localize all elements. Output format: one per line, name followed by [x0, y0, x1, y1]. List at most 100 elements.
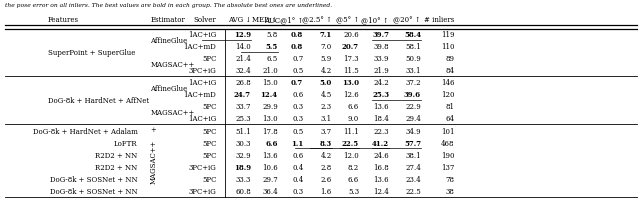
Text: AffineGlue: AffineGlue — [150, 37, 188, 45]
Text: 39.7: 39.7 — [372, 31, 389, 39]
Text: 34.9: 34.9 — [406, 127, 421, 136]
Text: 22.9: 22.9 — [405, 103, 421, 111]
Text: 12.9: 12.9 — [234, 31, 251, 39]
Text: 120: 120 — [441, 91, 454, 99]
Text: 20.6: 20.6 — [343, 31, 359, 39]
Text: 27.4: 27.4 — [405, 164, 421, 172]
Text: 3.7: 3.7 — [321, 127, 332, 136]
Text: 38.1: 38.1 — [406, 152, 421, 160]
Text: 22.5: 22.5 — [405, 188, 421, 196]
Text: 14.0: 14.0 — [235, 43, 251, 51]
Text: @10° ↑: @10° ↑ — [362, 16, 389, 24]
Text: 39.6: 39.6 — [404, 91, 421, 99]
Text: 39.8: 39.8 — [374, 43, 389, 51]
Text: R2D2 + NN: R2D2 + NN — [95, 152, 138, 160]
Text: 26.8: 26.8 — [235, 79, 251, 87]
Text: 22.3: 22.3 — [374, 127, 389, 136]
Text: 36.4: 36.4 — [262, 188, 278, 196]
Text: 18.4: 18.4 — [373, 116, 389, 123]
Text: 2.8: 2.8 — [320, 164, 332, 172]
Text: 1.6: 1.6 — [320, 188, 332, 196]
Text: 58.4: 58.4 — [404, 31, 421, 39]
Text: 8.3: 8.3 — [319, 140, 332, 148]
Text: 81: 81 — [445, 103, 454, 111]
Text: 11.5: 11.5 — [343, 67, 359, 75]
Text: # inliers: # inliers — [424, 16, 454, 24]
Text: 13.6: 13.6 — [262, 152, 278, 160]
Text: 25.3: 25.3 — [236, 116, 251, 123]
Text: 6.6: 6.6 — [348, 103, 359, 111]
Text: 9.0: 9.0 — [348, 116, 359, 123]
Text: 5PC: 5PC — [202, 176, 216, 184]
Text: the pose error on all inliers. The best values are bold in each group. The absol: the pose error on all inliers. The best … — [5, 3, 332, 8]
Text: 0.4: 0.4 — [292, 176, 303, 184]
Text: 58.1: 58.1 — [405, 43, 421, 51]
Text: 2.6: 2.6 — [320, 176, 332, 184]
Text: 1AC+mD: 1AC+mD — [184, 91, 216, 99]
Text: 29.7: 29.7 — [262, 176, 278, 184]
Text: 101: 101 — [441, 127, 454, 136]
Text: 78: 78 — [445, 176, 454, 184]
Text: 0.5: 0.5 — [292, 127, 303, 136]
Text: 0.3: 0.3 — [292, 103, 303, 111]
Text: 29.4: 29.4 — [405, 116, 421, 123]
Text: 0.3: 0.3 — [292, 116, 303, 123]
Text: 1AC+iG: 1AC+iG — [188, 31, 216, 39]
Text: MAGSAC++: MAGSAC++ — [150, 109, 195, 117]
Text: @2.5° ↑: @2.5° ↑ — [301, 16, 332, 24]
Text: 13.6: 13.6 — [374, 176, 389, 184]
Text: 5PC: 5PC — [202, 140, 216, 148]
Text: 3PC+iG: 3PC+iG — [189, 67, 216, 75]
Text: 5.0: 5.0 — [319, 79, 332, 87]
Text: 37.2: 37.2 — [406, 79, 421, 87]
Text: 0.7: 0.7 — [291, 79, 303, 87]
Text: LoFTR: LoFTR — [114, 140, 138, 148]
Text: 33.9: 33.9 — [374, 55, 389, 63]
Text: 0.8: 0.8 — [291, 31, 303, 39]
Text: 1AC+iG: 1AC+iG — [188, 79, 216, 87]
Text: 468: 468 — [441, 140, 454, 148]
Text: 24.6: 24.6 — [373, 152, 389, 160]
Text: 146: 146 — [441, 79, 454, 87]
Text: 2.3: 2.3 — [321, 103, 332, 111]
Text: 17.3: 17.3 — [344, 55, 359, 63]
Text: AVG ↓: AVG ↓ — [228, 16, 251, 24]
Text: 4.2: 4.2 — [320, 67, 332, 75]
Text: 5.5: 5.5 — [266, 43, 278, 51]
Text: Estimator: Estimator — [150, 16, 185, 24]
Text: DoG-8k + SOSNet + NN: DoG-8k + SOSNet + NN — [50, 176, 138, 184]
Text: 51.1: 51.1 — [235, 127, 251, 136]
Text: 24.7: 24.7 — [234, 91, 251, 99]
Text: MED ↓: MED ↓ — [252, 16, 278, 24]
Text: @20° ↑: @20° ↑ — [394, 16, 421, 24]
Text: 21.0: 21.0 — [262, 67, 278, 75]
Text: 5.3: 5.3 — [348, 188, 359, 196]
Text: DoG-8k + HardNet + AffNet: DoG-8k + HardNet + AffNet — [48, 97, 149, 105]
Text: MAGSAC++: MAGSAC++ — [150, 140, 157, 184]
Text: 5PC: 5PC — [202, 55, 216, 63]
Text: DoG-8k + HardNet + Adalam: DoG-8k + HardNet + Adalam — [33, 127, 138, 136]
Text: 7.0: 7.0 — [320, 43, 332, 51]
Text: @5° ↑: @5° ↑ — [336, 16, 359, 24]
Text: 18.9: 18.9 — [234, 164, 251, 172]
Text: 0.4: 0.4 — [292, 164, 303, 172]
Text: 0.6: 0.6 — [292, 152, 303, 160]
Text: 64: 64 — [445, 116, 454, 123]
Text: SuperPoint + SuperGlue: SuperPoint + SuperGlue — [48, 49, 136, 57]
Text: 5PC: 5PC — [202, 152, 216, 160]
Text: 23.4: 23.4 — [406, 176, 421, 184]
Text: 17.8: 17.8 — [262, 127, 278, 136]
Text: 10.6: 10.6 — [262, 164, 278, 172]
Text: 50.9: 50.9 — [405, 55, 421, 63]
Text: 33.3: 33.3 — [236, 176, 251, 184]
Text: 21.9: 21.9 — [373, 67, 389, 75]
Text: 0.6: 0.6 — [292, 91, 303, 99]
Text: 11.1: 11.1 — [343, 127, 359, 136]
Text: 6.6: 6.6 — [265, 140, 278, 148]
Text: 3.1: 3.1 — [321, 116, 332, 123]
Text: 13.0: 13.0 — [262, 116, 278, 123]
Text: 5.8: 5.8 — [266, 31, 278, 39]
Text: 12.0: 12.0 — [343, 152, 359, 160]
Text: 0.8: 0.8 — [291, 43, 303, 51]
Text: 1AC+mD: 1AC+mD — [184, 43, 216, 51]
